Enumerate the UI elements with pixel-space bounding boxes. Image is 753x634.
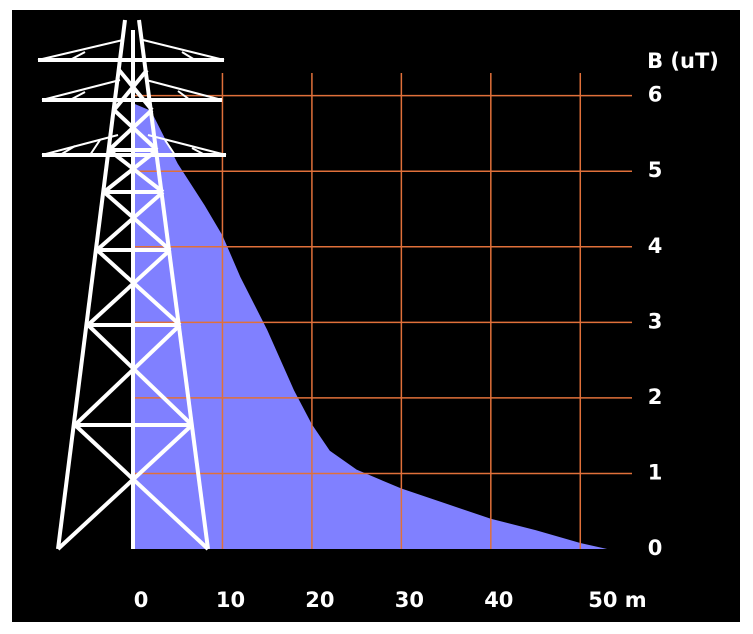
x-tick-label: 0 [134, 588, 149, 612]
y-tick-label: 5 [648, 158, 663, 182]
x-tick-label: 10 [216, 588, 245, 612]
x-tick-label: 40 [484, 588, 513, 612]
area [133, 103, 608, 549]
y-tick-label: 0 [648, 536, 663, 560]
y-tick-label: 3 [648, 309, 663, 333]
plot [132, 73, 632, 549]
y-tick-label: 1 [648, 460, 663, 484]
tower [37, 19, 227, 551]
x-tick-label: 20 [305, 588, 334, 612]
x-tick-label: 50 m [588, 588, 646, 612]
x-tick-label: 30 [395, 588, 424, 612]
y-tick-label: 6 [648, 83, 663, 107]
y-tick-label: 2 [648, 385, 663, 409]
chart-title: B (uT) [647, 49, 719, 73]
y-tick-label: 4 [648, 234, 663, 258]
